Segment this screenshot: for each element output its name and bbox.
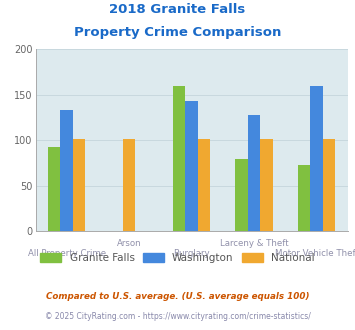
Bar — [323, 139, 335, 231]
Bar — [73, 139, 86, 231]
Bar — [123, 139, 136, 231]
Bar — [198, 139, 211, 231]
Text: Compared to U.S. average. (U.S. average equals 100): Compared to U.S. average. (U.S. average … — [46, 292, 309, 301]
Text: Arson: Arson — [117, 239, 142, 248]
Text: Burglary: Burglary — [173, 249, 210, 258]
Bar — [185, 101, 198, 231]
Text: All Property Crime: All Property Crime — [28, 249, 106, 258]
Text: 2018 Granite Falls: 2018 Granite Falls — [109, 3, 246, 16]
Text: © 2025 CityRating.com - https://www.cityrating.com/crime-statistics/: © 2025 CityRating.com - https://www.city… — [45, 312, 310, 321]
Text: Motor Vehicle Theft: Motor Vehicle Theft — [275, 249, 355, 258]
Bar — [60, 110, 73, 231]
Bar — [173, 86, 185, 231]
Bar — [298, 165, 310, 231]
Bar — [48, 147, 60, 231]
Legend: Granite Falls, Washington, National: Granite Falls, Washington, National — [36, 248, 319, 267]
Bar — [235, 159, 248, 231]
Bar — [310, 86, 323, 231]
Text: Larceny & Theft: Larceny & Theft — [220, 239, 289, 248]
Text: Property Crime Comparison: Property Crime Comparison — [74, 26, 281, 39]
Bar — [248, 115, 261, 231]
Bar — [261, 139, 273, 231]
